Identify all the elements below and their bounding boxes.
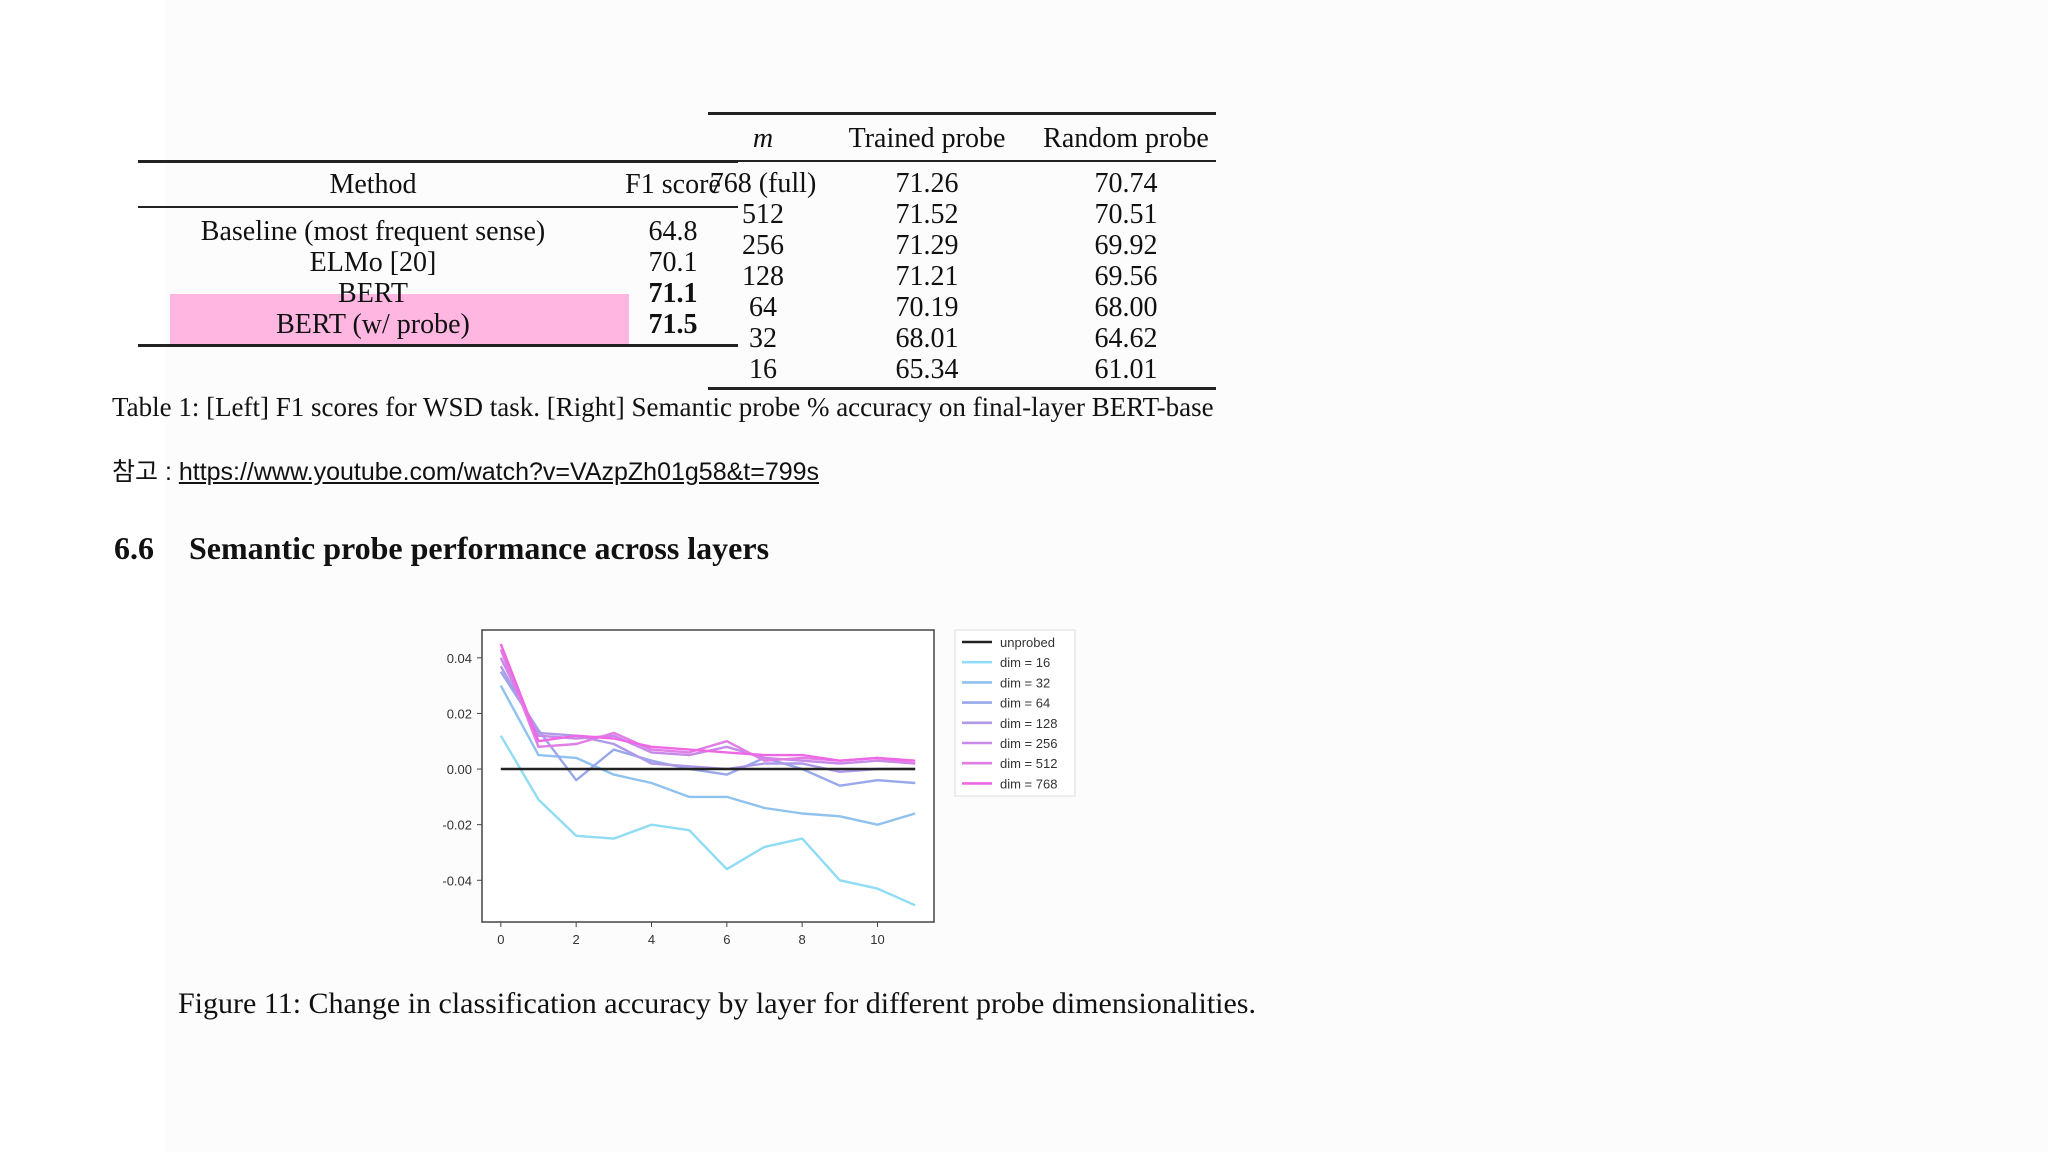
table-row: BERT (w/ probe) 71.5 — [138, 309, 738, 346]
legend-label: dim = 32 — [1000, 675, 1050, 690]
reference-link[interactable]: https://www.youtube.com/watch?v=VAzpZh01… — [178, 458, 820, 486]
trained-cell: 71.21 — [895, 261, 959, 292]
header-m: m — [752, 123, 774, 154]
table-row: 16 65.34 61.01 — [708, 354, 1216, 389]
m-cell: 256 — [742, 230, 784, 261]
f1-cell: 71.1 — [648, 278, 698, 309]
reference-line: 참고 : https://www.youtube.com/watch?v=VAz… — [112, 452, 819, 488]
y-tick-label: 0.04 — [447, 651, 472, 666]
legend-label: unprobed — [1000, 635, 1055, 650]
legend-box — [954, 629, 1076, 797]
series-line-dim-768 — [499, 643, 916, 762]
table-row: 32 68.01 64.62 — [708, 323, 1216, 354]
method-cell: BERT (w/ probe) — [276, 309, 470, 340]
header-f1-score: F1 score — [625, 169, 721, 200]
table-row: 768 (full) 71.26 70.74 — [708, 161, 1216, 199]
y-tick-label: 0.02 — [447, 706, 472, 721]
y-tick-label: 0.00 — [447, 762, 472, 777]
random-cell: 70.51 — [1094, 199, 1158, 230]
figure-caption: Figure 11: Change in classification accu… — [178, 987, 1256, 1020]
y-tick-label: -0.04 — [442, 873, 472, 888]
y-tick-label: -0.02 — [442, 818, 472, 833]
x-tick-label: 4 — [648, 932, 655, 947]
legend-label: dim = 256 — [1000, 736, 1057, 751]
header-trained-probe: Trained probe — [848, 123, 1006, 154]
method-cell: ELMo [20] — [309, 247, 437, 278]
random-cell: 68.00 — [1094, 292, 1158, 323]
legend-label: dim = 512 — [1000, 756, 1057, 771]
series-line-dim-32 — [499, 685, 916, 826]
trained-cell: 68.01 — [895, 323, 959, 354]
m-cell: 32 — [749, 323, 777, 354]
highlight-box — [170, 294, 629, 344]
header-method: Method — [329, 169, 417, 200]
table-header-row: m Trained probe Random probe — [708, 113, 1216, 161]
series-layer — [499, 643, 916, 907]
reference-label: 참고 : — [112, 458, 179, 486]
header-random-probe: Random probe — [1043, 123, 1209, 154]
random-cell: 70.74 — [1094, 168, 1158, 199]
f1-cell: 64.8 — [648, 216, 698, 247]
semantic-probe-table: m Trained probe Random probe 768 (full) … — [708, 112, 1216, 390]
trained-cell: 71.29 — [895, 230, 959, 261]
table-row: Baseline (most frequent sense) 64.8 — [138, 207, 738, 247]
page-background — [165, 0, 2048, 1152]
legend-label: dim = 768 — [1000, 776, 1057, 791]
table-row: 128 71.21 69.56 — [708, 261, 1216, 292]
trained-cell: 70.19 — [895, 292, 959, 323]
f1-cell: 71.5 — [648, 309, 698, 340]
series-line-dim-16 — [499, 735, 916, 907]
legend-label: dim = 128 — [1000, 716, 1057, 731]
trained-cell: 71.52 — [895, 199, 959, 230]
section-title: Semantic probe performance across layers — [189, 530, 770, 566]
plot-frame — [481, 629, 935, 923]
x-tick-label: 2 — [573, 932, 580, 947]
x-tick-label: 6 — [723, 932, 730, 947]
method-cell: BERT — [338, 278, 408, 309]
m-cell: 16 — [749, 354, 777, 385]
x-axis: 0 2 4 6 8 10 — [497, 922, 885, 947]
table-caption: Table 1: [Left] F1 scores for WSD task. … — [112, 392, 1214, 422]
x-tick-label: 8 — [799, 932, 806, 947]
table-row: 512 71.52 70.51 — [708, 199, 1216, 230]
layer-accuracy-chart: -0.04 -0.02 0.00 0.02 0.04 0 2 4 6 8 10 unprobed d… — [442, 629, 1076, 947]
x-tick-label: 10 — [870, 932, 884, 947]
table-row: BERT 71.1 — [138, 278, 738, 309]
legend: unprobed dim = 16 dim = 32 dim = 64 dim = 12… — [954, 629, 1076, 797]
table-row: ELMo [20] 70.1 — [138, 247, 738, 278]
series-line-dim-64 — [499, 671, 916, 787]
table-row: 256 71.29 69.92 — [708, 230, 1216, 261]
random-cell: 69.92 — [1094, 230, 1158, 261]
x-tick-label: 0 — [497, 932, 504, 947]
trained-cell: 71.26 — [895, 168, 959, 199]
method-cell: Baseline (most frequent sense) — [200, 216, 546, 247]
series-line-dim-128 — [499, 665, 916, 774]
wsd-f1-table: Method F1 score Baseline (most frequent … — [138, 160, 738, 347]
m-cell: 512 — [742, 199, 784, 230]
table-header-row: Method F1 score — [138, 161, 738, 207]
legend-label: dim = 16 — [1000, 655, 1050, 670]
f1-cell: 70.1 — [648, 247, 698, 278]
random-cell: 69.56 — [1094, 261, 1158, 292]
legend-label: dim = 64 — [1000, 696, 1050, 711]
section-number: 6.6 — [114, 530, 154, 566]
m-cell: 64 — [749, 292, 777, 323]
random-cell: 64.62 — [1094, 323, 1158, 354]
y-axis: -0.04 -0.02 0.00 0.02 0.04 — [442, 651, 482, 888]
section-heading: 6.6 Semantic probe performance across lay… — [114, 530, 769, 567]
table-row: 64 70.19 68.00 — [708, 292, 1216, 323]
m-cell: 128 — [742, 261, 784, 292]
m-cell: 768 (full) — [709, 168, 817, 199]
random-cell: 61.01 — [1094, 354, 1158, 385]
trained-cell: 65.34 — [895, 354, 959, 385]
